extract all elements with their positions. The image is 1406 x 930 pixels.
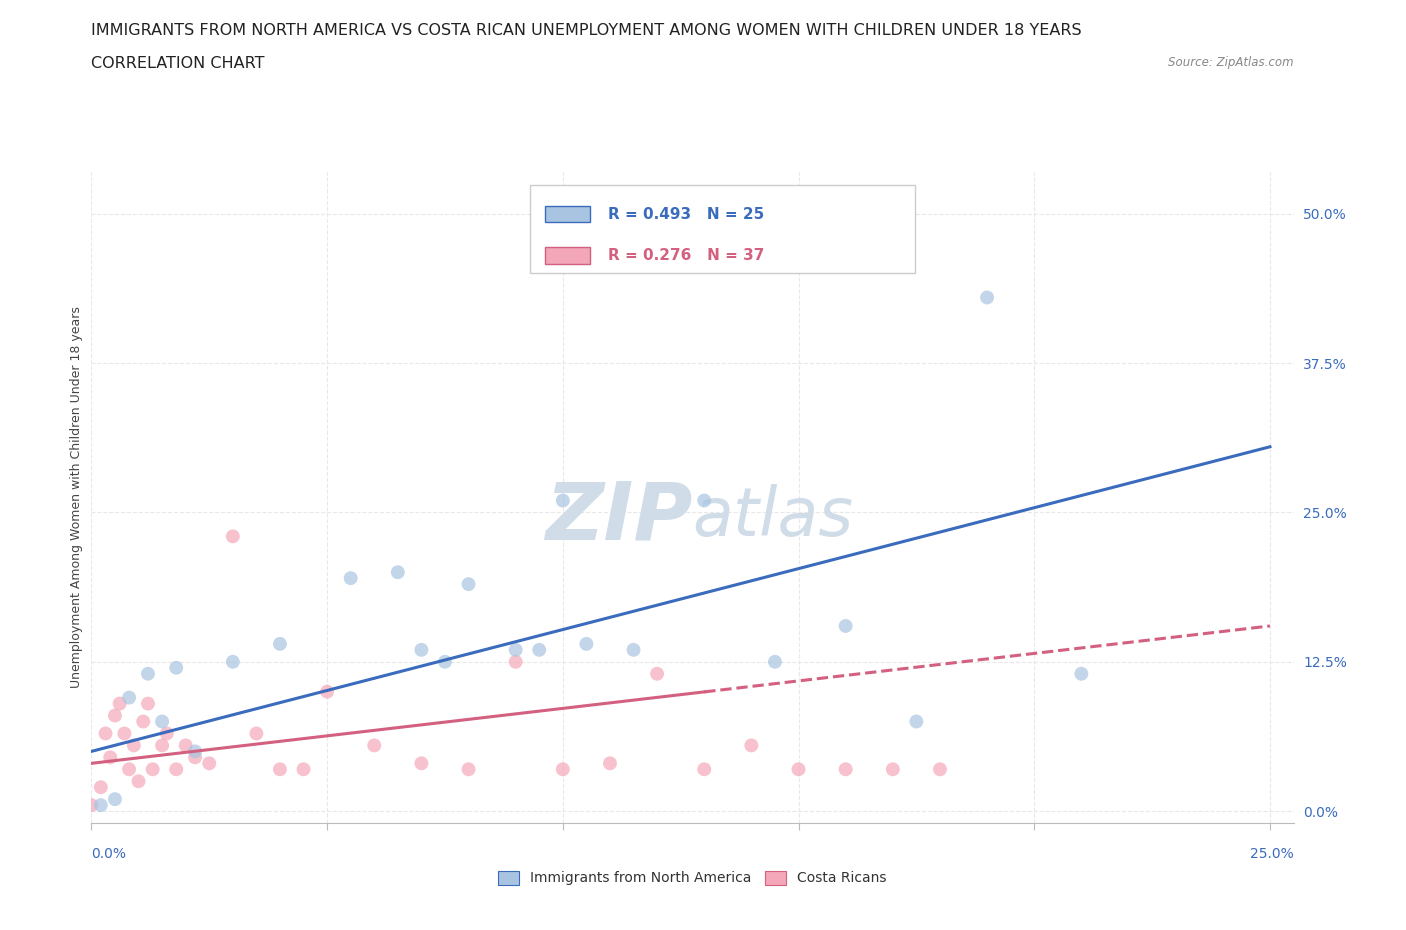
Point (222, 529, 245, 544)
Point (198, 756, 221, 771)
Y-axis label: Unemployment Among Women with Children Under 18 years: Unemployment Among Women with Children U… (70, 307, 83, 688)
Point (693, 762, 716, 777)
Point (551, 493, 574, 508)
Point (505, 655, 527, 670)
Point (505, 643, 527, 658)
Text: IMMIGRANTS FROM NORTH AMERICA VS COSTA RICAN UNEMPLOYMENT AMONG WOMEN WITH CHILD: IMMIGRANTS FROM NORTH AMERICA VS COSTA R… (91, 23, 1083, 38)
Point (457, 762, 479, 777)
Point (316, 684, 339, 699)
Legend: Immigrants from North America, Costa Ricans: Immigrants from North America, Costa Ric… (492, 865, 893, 891)
Text: R = 0.493   N = 25: R = 0.493 N = 25 (607, 206, 763, 221)
Point (108, 697, 131, 711)
Point (165, 762, 187, 777)
Text: Source: ZipAtlas.com: Source: ZipAtlas.com (1168, 56, 1294, 69)
Text: 0.0%: 0.0% (91, 846, 127, 861)
Point (292, 762, 315, 777)
Point (411, 756, 433, 771)
Point (128, 774, 150, 789)
Point (136, 697, 159, 711)
Text: 25.0%: 25.0% (1250, 846, 1294, 861)
Text: ZIP: ZIP (546, 478, 692, 556)
Point (645, 666, 668, 681)
Point (150, 714, 173, 729)
Point (529, 643, 551, 658)
Point (905, 714, 928, 729)
FancyBboxPatch shape (544, 247, 589, 263)
Point (112, 726, 135, 741)
Point (150, 738, 173, 753)
Point (269, 762, 291, 777)
Point (433, 655, 456, 670)
Point (882, 762, 904, 777)
Point (104, 708, 127, 723)
Text: CORRELATION CHART: CORRELATION CHART (91, 56, 264, 71)
Point (575, 636, 598, 651)
Point (90, 798, 112, 813)
Point (693, 493, 716, 508)
Point (165, 660, 187, 675)
Point (132, 714, 155, 729)
Text: R = 0.276   N = 37: R = 0.276 N = 37 (607, 248, 763, 263)
Point (94, 726, 117, 741)
Point (269, 636, 291, 651)
Point (599, 756, 621, 771)
Point (363, 738, 385, 753)
Point (222, 655, 245, 670)
Point (411, 643, 433, 658)
Point (929, 762, 952, 777)
Text: atlas: atlas (692, 485, 853, 550)
Point (834, 618, 856, 633)
Point (787, 762, 810, 777)
Point (740, 738, 762, 753)
Point (136, 666, 159, 681)
Point (104, 791, 127, 806)
Point (174, 738, 197, 753)
Point (1070, 666, 1092, 681)
Point (142, 762, 165, 777)
FancyBboxPatch shape (544, 206, 589, 222)
Point (976, 290, 998, 305)
Point (623, 643, 645, 658)
Point (184, 750, 207, 764)
Point (551, 762, 574, 777)
FancyBboxPatch shape (530, 185, 915, 273)
Point (98, 750, 121, 764)
Point (156, 726, 179, 741)
Point (80, 798, 103, 813)
Point (763, 655, 786, 670)
Point (457, 577, 479, 591)
Point (122, 738, 145, 753)
Point (118, 690, 141, 705)
Point (387, 565, 409, 579)
Point (245, 726, 267, 741)
Point (90, 779, 112, 794)
Point (118, 762, 141, 777)
Point (184, 744, 207, 759)
Point (834, 762, 856, 777)
Point (339, 571, 361, 586)
